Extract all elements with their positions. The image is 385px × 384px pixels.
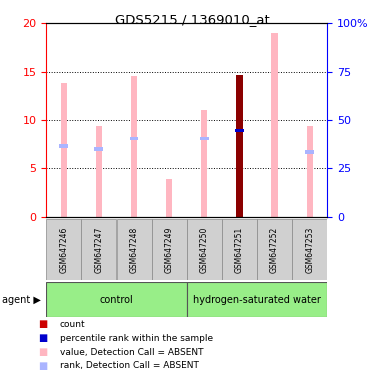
- Bar: [271, 33, 278, 217]
- Text: value, Detection Call = ABSENT: value, Detection Call = ABSENT: [60, 348, 203, 357]
- Text: ■: ■: [38, 333, 48, 343]
- Bar: [46, 282, 187, 317]
- Text: count: count: [60, 320, 85, 329]
- Bar: [187, 219, 222, 280]
- Bar: [306, 126, 313, 217]
- Bar: [96, 126, 102, 217]
- Bar: [59, 144, 68, 148]
- Text: rank, Detection Call = ABSENT: rank, Detection Call = ABSENT: [60, 361, 199, 371]
- Text: GSM647251: GSM647251: [235, 227, 244, 273]
- Bar: [257, 219, 292, 280]
- Text: GSM647253: GSM647253: [305, 227, 314, 273]
- Bar: [201, 110, 208, 217]
- Bar: [60, 83, 67, 217]
- Bar: [292, 219, 327, 280]
- Text: percentile rank within the sample: percentile rank within the sample: [60, 334, 213, 343]
- Text: GSM647249: GSM647249: [165, 227, 174, 273]
- Bar: [222, 219, 257, 280]
- Bar: [236, 75, 243, 217]
- Text: hydrogen-saturated water: hydrogen-saturated water: [193, 295, 321, 305]
- Text: GSM647252: GSM647252: [270, 227, 279, 273]
- Bar: [131, 76, 137, 217]
- Text: ■: ■: [38, 319, 48, 329]
- Bar: [166, 179, 172, 217]
- Text: GSM647247: GSM647247: [94, 227, 104, 273]
- Bar: [235, 129, 244, 132]
- Bar: [187, 282, 327, 317]
- Text: GDS5215 / 1369010_at: GDS5215 / 1369010_at: [115, 13, 270, 26]
- Bar: [152, 219, 187, 280]
- Bar: [46, 219, 81, 280]
- Text: ■: ■: [38, 361, 48, 371]
- Bar: [81, 219, 116, 280]
- Text: GSM647246: GSM647246: [59, 227, 68, 273]
- Text: GSM647248: GSM647248: [129, 227, 139, 273]
- Text: agent ▶: agent ▶: [2, 295, 41, 305]
- Text: ■: ■: [38, 347, 48, 357]
- Bar: [94, 147, 103, 151]
- Bar: [130, 137, 139, 140]
- Text: control: control: [100, 295, 133, 305]
- Text: GSM647250: GSM647250: [200, 227, 209, 273]
- Bar: [117, 219, 152, 280]
- Bar: [200, 137, 209, 140]
- Bar: [305, 150, 314, 154]
